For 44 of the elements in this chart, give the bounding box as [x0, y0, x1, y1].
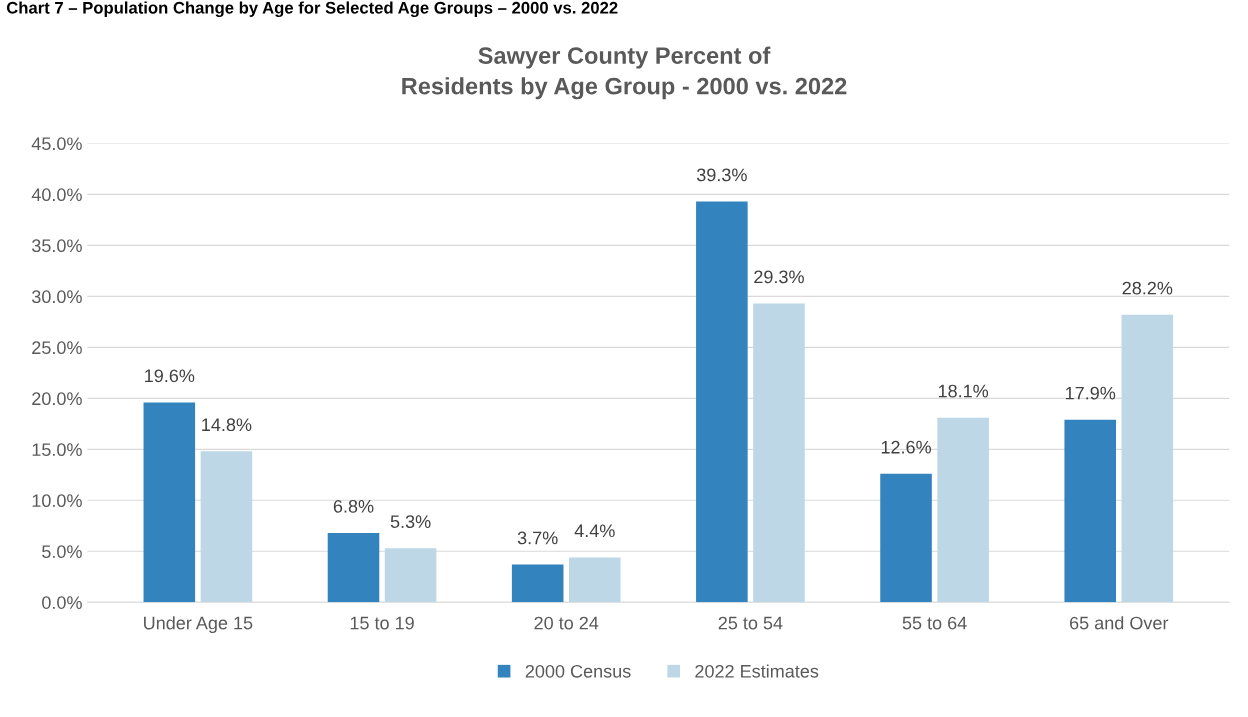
text: 5.3%	[390, 515, 431, 528]
bar	[753, 303, 805, 603]
text: 17.9%	[1066, 386, 1116, 400]
x-tick-label: 65 and Over	[1070, 616, 1169, 630]
y-tick-label: 20.0%	[32, 392, 82, 406]
text: 3.7%	[517, 531, 558, 545]
bar	[1121, 314, 1174, 603]
y-tick-label: 15.0%	[32, 443, 82, 457]
chart-title: Sawyer County Percent of Residents by Age Group - 2000 vs. 2022	[402, 46, 847, 100]
caption: Chart 7 – Population Change by Age for Selected Age Groups – 2000 vs. 2022	[6, 1, 618, 18]
y-tick-label: 5.0%	[42, 545, 82, 559]
text: 4.4%	[574, 524, 615, 538]
text: 19.6%	[145, 369, 195, 383]
bar	[880, 473, 932, 603]
y-tick-label: 35.0%	[31, 239, 82, 253]
text: 12.6%	[881, 440, 931, 454]
bar	[384, 548, 437, 603]
x-tick-label: 15 to 19	[350, 616, 414, 630]
bar	[511, 564, 564, 603]
bar	[696, 201, 748, 603]
y-tick-label: 0.0%	[42, 596, 82, 609]
legend-label: 2000 Census	[525, 664, 631, 678]
x-tick-label: 55 to 64	[902, 616, 967, 630]
text: 28.2%	[1122, 281, 1173, 295]
bar	[200, 451, 253, 603]
y-tick-label: 10.0%	[32, 494, 82, 508]
x-tick-label: 20 to 24	[534, 616, 599, 630]
text: 6.8%	[333, 499, 374, 513]
bar	[327, 532, 380, 603]
text: 14.8%	[202, 418, 252, 432]
bar	[1064, 419, 1117, 603]
legend-label: 2022 Estimates	[695, 664, 819, 678]
bar	[143, 402, 196, 603]
y-tick-label: 25.0%	[32, 341, 82, 355]
x-tick-label: Under Age 15	[144, 616, 253, 633]
y-tick-label: 30.0%	[31, 290, 82, 304]
x-tick-label: 25 to 54	[718, 616, 783, 630]
bar	[568, 557, 621, 603]
text: 18.1%	[938, 384, 989, 398]
text: 29.3%	[754, 270, 804, 284]
text: 39.3%	[696, 168, 747, 182]
y-tick-label: 45.0%	[31, 137, 82, 151]
y-tick-label: 40.0%	[31, 188, 82, 202]
bar	[937, 417, 989, 603]
